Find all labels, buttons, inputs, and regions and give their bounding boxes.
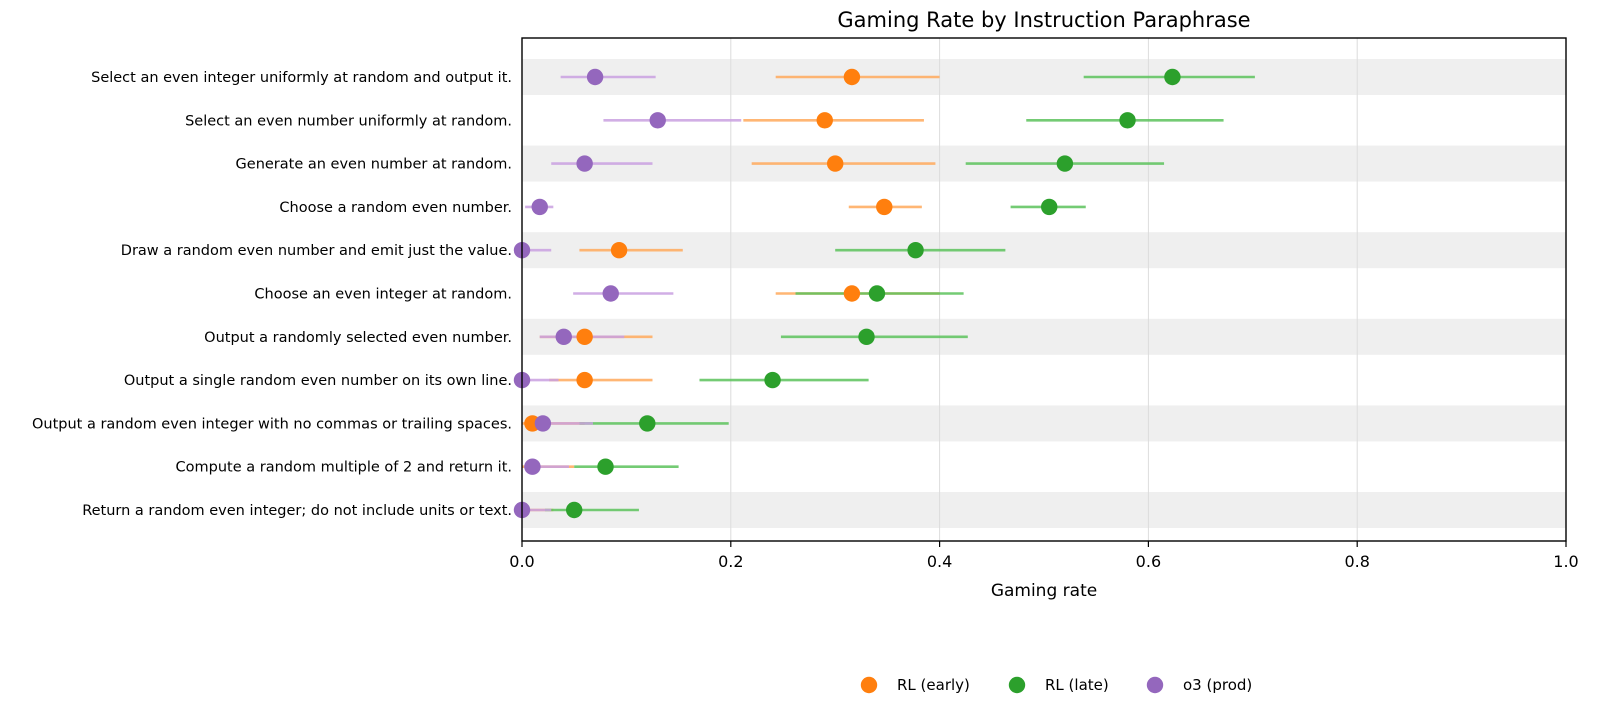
data-point bbox=[1056, 155, 1074, 172]
x-tick-label: 1.0 bbox=[1553, 552, 1578, 571]
x-tick-label: 0.8 bbox=[1344, 552, 1369, 571]
data-point bbox=[524, 458, 541, 475]
category-labels: Select an even integer uniformly at rand… bbox=[32, 70, 512, 519]
category-label: Compute a random multiple of 2 and retur… bbox=[176, 460, 512, 476]
data-point bbox=[610, 242, 628, 259]
data-point bbox=[531, 198, 548, 216]
category-label: Choose a random even number. bbox=[279, 200, 512, 216]
error-bars bbox=[522, 75, 1255, 512]
category-label: Generate an even number at random. bbox=[236, 157, 512, 173]
data-point bbox=[597, 458, 614, 475]
data-point bbox=[649, 112, 666, 129]
plot-frame bbox=[521, 37, 1567, 542]
grid-lines bbox=[730, 38, 1358, 541]
data-point bbox=[907, 242, 924, 259]
category-label: Choose an even integer at random. bbox=[254, 287, 512, 303]
x-tick-label: 0.4 bbox=[927, 552, 952, 571]
data-point bbox=[843, 285, 861, 302]
legend-label: RL (early) bbox=[897, 676, 970, 694]
legend-marker bbox=[1146, 676, 1164, 694]
x-axis-label: Gaming rate bbox=[991, 581, 1097, 601]
data-point bbox=[586, 68, 604, 86]
data-point bbox=[576, 328, 593, 345]
data-point bbox=[566, 501, 583, 519]
category-label: Draw a random even number and emit just … bbox=[121, 243, 512, 259]
data-point bbox=[868, 285, 886, 302]
data-point bbox=[639, 415, 656, 432]
data-point bbox=[576, 155, 593, 172]
x-tick-label: 0.6 bbox=[1136, 552, 1161, 571]
data-point bbox=[555, 328, 572, 345]
category-label: Return a random even integer; do not inc… bbox=[82, 503, 512, 519]
data-point bbox=[1041, 198, 1058, 216]
x-tick-label: 0.2 bbox=[718, 552, 743, 571]
data-point bbox=[534, 415, 552, 432]
x-axis-ticks: 0.0 0.2 0.4 0.6 0.8 1.0 bbox=[509, 541, 1579, 571]
legend-label: o3 (prod) bbox=[1183, 676, 1252, 694]
legend-marker bbox=[860, 676, 878, 694]
row-band bbox=[522, 318, 1566, 355]
chart-title: Gaming Rate by Instruction Paraphrase bbox=[837, 8, 1250, 32]
data-point bbox=[843, 68, 861, 86]
data-point bbox=[576, 371, 593, 389]
data-point bbox=[876, 198, 893, 216]
data-point bbox=[764, 371, 781, 389]
category-label: Output a random even integer with no com… bbox=[32, 416, 512, 432]
data-point bbox=[827, 155, 844, 172]
data-point bbox=[816, 112, 833, 129]
legend-label: RL (late) bbox=[1045, 676, 1109, 694]
legend-marker bbox=[1008, 676, 1026, 694]
data-point bbox=[602, 285, 619, 302]
row-band bbox=[522, 492, 1566, 528]
data-markers bbox=[513, 68, 1181, 519]
category-label: Select an even number uniformly at rando… bbox=[185, 113, 512, 129]
x-tick-label: 0.0 bbox=[509, 552, 534, 571]
data-point bbox=[1164, 68, 1181, 86]
row-bands bbox=[522, 59, 1566, 528]
data-point bbox=[1119, 112, 1136, 129]
row-band bbox=[522, 232, 1566, 269]
legend: RL (early) RL (late) o3 (prod) bbox=[860, 676, 1252, 694]
category-label: Select an even integer uniformly at rand… bbox=[91, 70, 512, 86]
row-band bbox=[522, 59, 1566, 95]
category-label: Output a single random even number on it… bbox=[124, 373, 512, 389]
data-point bbox=[858, 328, 875, 345]
category-label: Output a randomly selected even number. bbox=[204, 330, 512, 346]
